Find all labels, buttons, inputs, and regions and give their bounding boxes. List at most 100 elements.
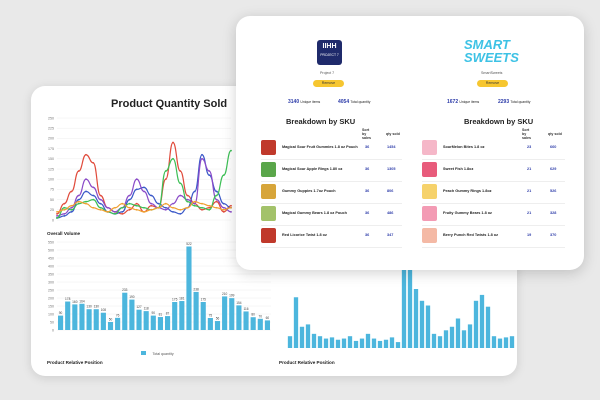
product-thumbnail: [261, 184, 276, 199]
bar: [305, 324, 311, 348]
bar: [479, 294, 485, 348]
series-point-purple: [128, 194, 131, 197]
qty-count: 4054: [338, 99, 350, 105]
bar: [431, 333, 437, 348]
series-point-purple: [164, 208, 167, 211]
legend-label: Total quantity: [152, 352, 174, 356]
series-point-blue: [92, 194, 95, 197]
left-col-sort[interactable]: Sort by sales: [362, 128, 371, 140]
series-point-red: [128, 208, 131, 211]
row-divider: [422, 181, 565, 182]
y-tick-label: 150: [48, 304, 54, 308]
sku-name: Red Licorice Twist 1.8 oz: [282, 233, 327, 237]
series-point-blue: [172, 210, 174, 213]
series-point-red: [99, 194, 102, 197]
series-point-purple: [208, 170, 211, 172]
qty-label: Total quantity: [350, 100, 371, 104]
bar: [107, 322, 114, 330]
sku-sales: 23: [527, 145, 532, 149]
y-tick-label: 50: [50, 198, 54, 202]
bar: [383, 339, 389, 348]
bar-value-label: 130: [86, 305, 92, 309]
series-point-green: [215, 194, 218, 197]
series-point-red: [215, 200, 218, 203]
series-point-blue: [63, 215, 66, 217]
bar: [299, 326, 305, 348]
right-col-qty[interactable]: qty sold: [548, 132, 562, 136]
y-tick-label: 75: [50, 188, 54, 192]
bar: [341, 338, 347, 348]
product-thumbnail: [261, 228, 276, 243]
bar: [200, 302, 206, 330]
series-point-orange: [77, 200, 80, 203]
bar: [57, 315, 64, 330]
brand-right-unique: 1672 Unique items: [447, 99, 479, 105]
logo-text-line1: SMART: [464, 37, 510, 52]
series-point-green: [135, 204, 138, 207]
bar: [250, 317, 256, 330]
brand-left-remove-button[interactable]: Remove: [313, 80, 344, 87]
brand-right-remove-button[interactable]: Remove: [477, 80, 508, 87]
series-point-red: [179, 170, 182, 172]
sku-qty: 486: [387, 211, 394, 215]
bar-value-label: 175: [172, 298, 178, 302]
bar: [419, 300, 425, 348]
series-point-red: [186, 194, 189, 197]
bar: [323, 338, 329, 348]
series-point-green: [193, 204, 196, 207]
bar: [503, 337, 509, 348]
series-point-purple: [193, 202, 196, 205]
series-point-green: [201, 206, 203, 209]
bar-value-label: 160: [72, 300, 78, 304]
series-point-orange: [63, 208, 66, 211]
bar: [437, 336, 443, 348]
series-point-blue: [157, 202, 160, 205]
series-point-orange: [222, 208, 225, 211]
bar: [100, 312, 106, 330]
brand-left-unique: 3140 Unique items: [288, 99, 320, 105]
series-point-blue: [164, 206, 167, 209]
bar-value-label: 127: [136, 305, 142, 309]
sku-sales: 21: [527, 211, 532, 215]
unique-count: 3140: [288, 99, 300, 105]
bar: [497, 338, 503, 348]
legend-swatch: [141, 351, 146, 355]
row-divider: [261, 247, 402, 248]
series-point-red: [201, 208, 203, 211]
bar: [413, 289, 419, 348]
sku-name: Magical Sour Fruit Gummies 1.8 oz Pouch: [282, 145, 358, 149]
bar: [72, 304, 78, 330]
y-tick-label: 250: [48, 116, 54, 120]
series-point-orange: [186, 206, 189, 209]
series-point-red: [135, 202, 138, 205]
row-divider: [261, 203, 402, 204]
unique-label: Unique items: [300, 100, 321, 104]
series-point-red: [172, 141, 174, 144]
bar-value-label: 199: [229, 294, 235, 298]
comparison-front-card: IIHH PROJECT 7 Project 7 Remove 3140 Uni…: [236, 16, 584, 270]
series-point-orange: [150, 208, 153, 211]
bar: [143, 311, 149, 330]
series-point-orange: [172, 206, 174, 209]
left-breakdown-title: Breakdown by SKU: [286, 117, 356, 126]
series-point-blue: [121, 210, 124, 213]
bar-value-label: 154: [236, 301, 242, 305]
bar: [371, 338, 377, 348]
logo-text-line1: IIHH: [322, 43, 337, 50]
bar: [65, 301, 71, 330]
sku-sales: 21: [527, 189, 532, 193]
series-point-purple: [143, 190, 145, 193]
right-col-sort[interactable]: Sort by sales: [522, 128, 531, 140]
series-point-blue: [208, 174, 211, 177]
left-col-qty[interactable]: qty sold: [386, 132, 400, 136]
series-point-green: [70, 208, 73, 211]
bar: [347, 336, 353, 348]
sku-name: Magical Gummy Bears 1.8 oz Pouch: [282, 211, 347, 215]
series-point-green: [143, 206, 145, 209]
series-point-purple: [222, 206, 225, 209]
product-thumbnail: [422, 206, 437, 221]
brand-right-name: SmartSweets: [481, 71, 503, 75]
sku-sales: 19: [527, 233, 532, 237]
bar-value-label: 233: [122, 288, 128, 292]
y-tick-label: 25: [50, 208, 54, 212]
